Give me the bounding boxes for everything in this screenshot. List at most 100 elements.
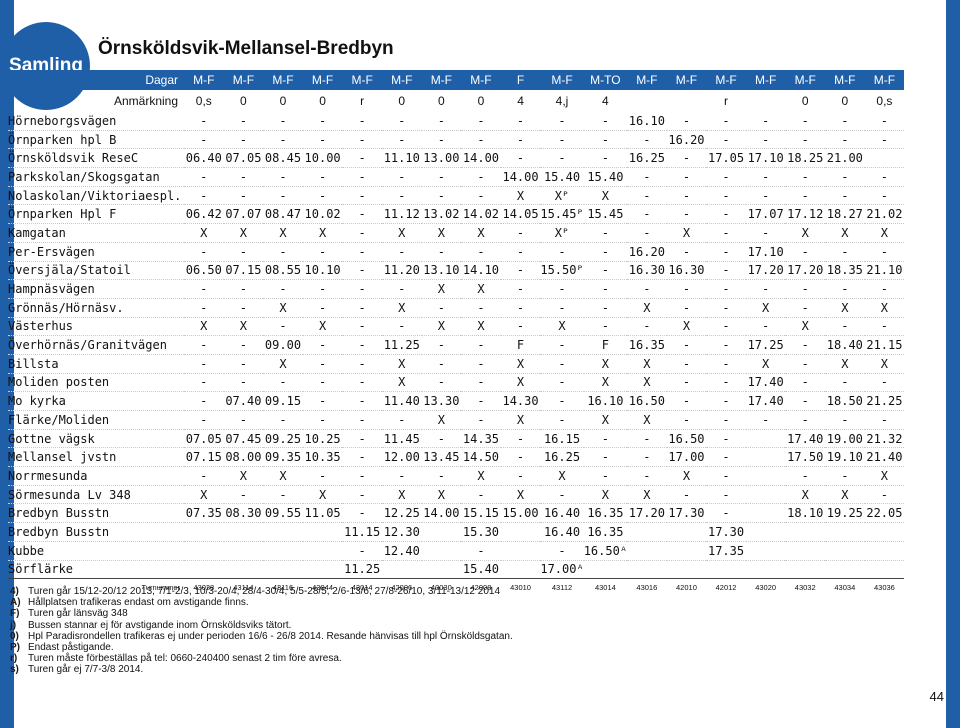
stop-row-label: Nolaskolan/Viktoriaespl. [8, 186, 184, 206]
stop-row-cell: 12.00 [381, 447, 422, 468]
stop-row-cell: - [825, 279, 865, 299]
stop-row-cell: 08.55 [263, 261, 303, 281]
stop-row-cell: - [263, 317, 303, 337]
stop-row-cell: - [825, 186, 865, 206]
stop-row-cell: 16.20 [666, 130, 707, 150]
stop-row-label: Mellansel jvstn [8, 447, 184, 468]
stop-row-cell: - [666, 242, 707, 262]
stop-row-cell: X [302, 485, 343, 505]
stop-row-cell: - [421, 429, 462, 449]
stop-row-cell: - [627, 167, 667, 187]
stop-row-cell: - [627, 447, 667, 468]
stop-row-cell: 10.35 [302, 447, 343, 468]
stop-row-cell: 15.00 [500, 503, 541, 524]
stop-row-label: Bredbyn Busstn [8, 522, 184, 542]
stop-row-cell: X [540, 466, 584, 486]
stop-row-cell: F [500, 335, 541, 355]
stop-row-cell: X [583, 354, 628, 374]
stop-row-cell [706, 560, 746, 580]
turnummer-row-cell: 43014 [583, 578, 628, 598]
stop-row-cell: - [302, 354, 343, 374]
stop-row-cell: - [825, 410, 865, 430]
stop-row-cell: - [583, 148, 628, 169]
stop-row-cell: - [263, 186, 303, 206]
stop-row-cell: - [342, 373, 382, 393]
days-row-cell: M-F [745, 70, 786, 90]
footnote-key: A) [10, 597, 21, 609]
stop-row-cell: X [263, 466, 303, 486]
stop-row-cell: 16.35 [583, 503, 628, 524]
footnote-text: Turen går 15/12-20/12 2013, 7/1-2/3, 10/… [28, 586, 501, 597]
stop-row-cell: 17.10 [745, 148, 786, 169]
stop-row-cell: 19.25 [825, 503, 865, 524]
stop-row-cell: X [864, 223, 905, 243]
stop-row-cell: X [184, 485, 224, 505]
stop-row-cell: - [461, 541, 501, 561]
stop-row-label: Hörneborgsvägen [8, 112, 184, 131]
stop-row: Grönnäs/Hörnäsv. - - X - - X - - - - - X - - X - X X [8, 298, 905, 318]
turnummer-row-cell: 43010 [500, 578, 541, 598]
stop-row-cell: - [263, 410, 303, 430]
stop-row-cell: - [583, 223, 628, 243]
footnote: 4) Turen går 15/12-20/12 2013, 7/1-2/3, 1… [10, 586, 513, 597]
stop-row-label: Mo kyrka [8, 391, 184, 411]
notes-row-cell: 0 [319, 94, 326, 108]
stop-row-cell: - [745, 112, 786, 131]
stop-row-cell: - [461, 112, 501, 131]
stop-row-cell: 14.02 [461, 204, 501, 225]
stop-row-cell: - [302, 373, 343, 393]
days-row-cell: M-F [263, 70, 303, 90]
stop-row-cell: 09.25 [263, 429, 303, 449]
stop-row-cell: X [263, 223, 303, 243]
stop-row-cell: 10.00 [302, 148, 343, 169]
stop-row-cell: 16.40 [540, 503, 584, 524]
stop-row-cell: - [706, 204, 746, 225]
stop-row-cell: - [666, 186, 707, 206]
stop-row-cell: - [666, 373, 707, 393]
stop-row-cell: - [666, 167, 707, 187]
footnote: F) Turen går länsväg 348 [10, 608, 513, 619]
stop-row-cell: - [342, 223, 382, 243]
stop-row-cell: 07.40 [223, 391, 264, 411]
stop-row-cell: 17.07 [745, 204, 786, 225]
stop-row-cell: - [583, 447, 628, 468]
stop-row-cell: - [785, 167, 826, 187]
stop-row-cell: 16.15 [540, 429, 584, 449]
stop-row-cell: - [342, 130, 382, 150]
turnummer-row-cell: 43032 [785, 578, 826, 598]
stop-row-cell: - [785, 242, 826, 262]
stop-row-cell: - [342, 354, 382, 374]
turnummer-row-cell: 42010 [666, 578, 707, 598]
stop-row-cell: Xᴾ [540, 223, 584, 243]
stop-row-cell: - [184, 391, 224, 411]
stop-row-cell: - [706, 373, 746, 393]
stop-row-cell: 11.05 [302, 503, 343, 524]
stop-row-cell: - [745, 223, 786, 243]
stop-row: Gottne vägsk 07.05 07.45 09.25 10.25-11.45-1… [8, 429, 905, 449]
stop-row-cell [302, 541, 343, 561]
notes-row-cell: 0,s [195, 94, 212, 108]
stop-row-cell: 21.15 [864, 335, 905, 355]
stop-row-cell: - [342, 335, 382, 355]
stop-row-cell: 17.25 [745, 335, 786, 355]
stop-row-cell: 07.07 [223, 204, 264, 225]
stop-row-cell: - [785, 298, 826, 318]
notes-row-cell [746, 90, 786, 112]
days-row-cell: M-F [184, 70, 224, 90]
stop-row-cell: X [785, 317, 826, 337]
footnote: P) Endast påstigande. [10, 642, 513, 653]
stop-row-cell: - [302, 167, 343, 187]
stop-row-label: Sörflärke [8, 560, 184, 580]
stop-row-cell: - [342, 410, 382, 430]
stop-row: Billsta - - X - - X - - X - X X - - X - X X [8, 354, 905, 374]
stop-row: Sörflärke 11.25 15.40 17.00ᴬ [8, 560, 905, 580]
stop-row-cell: 08.47 [263, 204, 303, 225]
stop-row: Hampnäsvägen - - - - - - X X - - - - - - - - - - [8, 279, 905, 299]
stop-row-cell: - [540, 148, 584, 169]
stop-row-cell: - [381, 112, 422, 131]
stop-row-cell [184, 541, 224, 561]
stop-row-cell: - [184, 373, 224, 393]
days-row-cell: M-F [461, 70, 501, 90]
stop-row: Örnparken hpl B - - - - - - - - - - - -16.20- - - - - [8, 130, 905, 150]
stop-row-cell: X [540, 317, 584, 337]
